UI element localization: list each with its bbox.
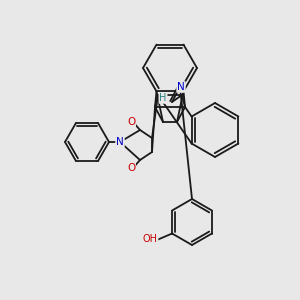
Text: N: N xyxy=(177,82,185,92)
Text: N: N xyxy=(116,137,124,147)
Text: O: O xyxy=(127,117,135,127)
Text: O: O xyxy=(127,163,135,173)
Text: H: H xyxy=(159,93,167,103)
Text: OH: OH xyxy=(142,235,158,244)
